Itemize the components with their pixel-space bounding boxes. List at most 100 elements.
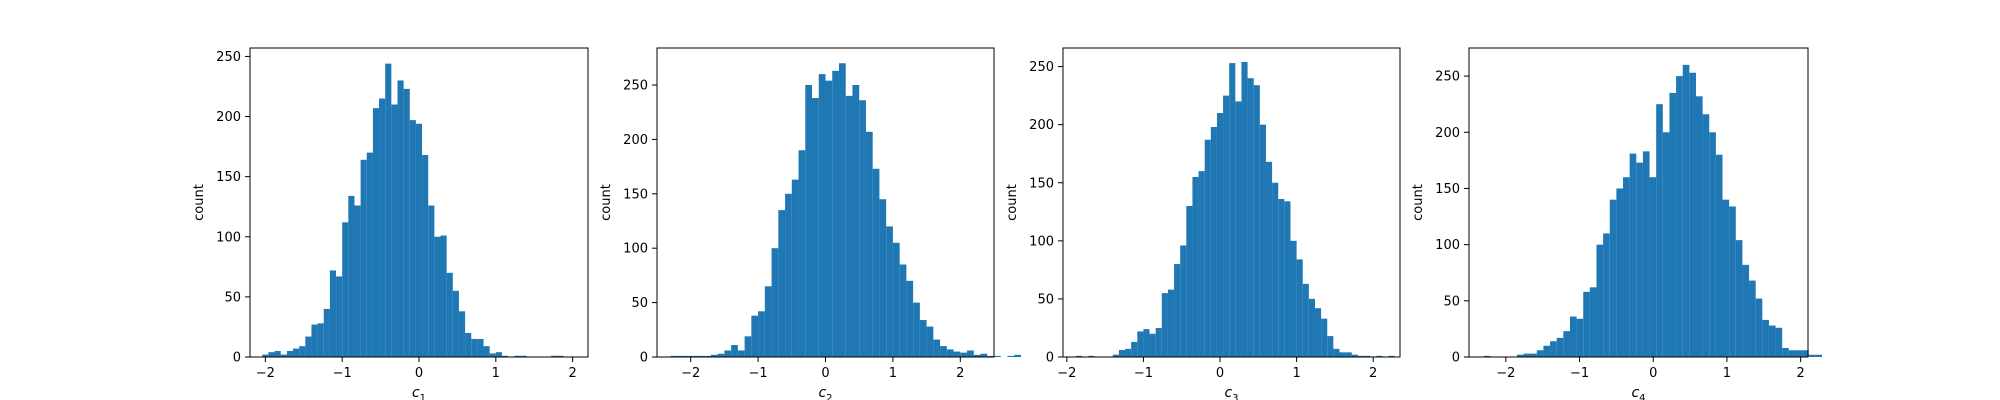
histogram-bar	[1530, 354, 1537, 357]
histogram-bar	[1736, 240, 1743, 357]
histogram-bar	[373, 108, 379, 357]
histogram-bar	[866, 132, 873, 357]
histogram-bar	[1248, 78, 1254, 357]
histogram-bar	[893, 243, 900, 357]
histogram-bar	[1150, 334, 1156, 357]
histogram-bar	[1321, 319, 1327, 357]
histogram-bar	[422, 155, 428, 357]
histogram-bar	[1696, 96, 1703, 357]
histogram-bar	[1014, 355, 1021, 357]
histogram-bar	[1663, 132, 1670, 357]
y-axis-label: count	[192, 184, 207, 221]
y-axis-label: count	[1005, 184, 1020, 221]
histogram-bar	[397, 80, 403, 357]
histogram-bar	[404, 89, 410, 357]
histogram-bar	[1769, 326, 1776, 357]
histogram-bar	[287, 351, 293, 357]
y-tick-label: 200	[216, 110, 241, 125]
histogram-bar	[1229, 63, 1235, 357]
histogram-bar	[428, 206, 434, 357]
x-tick-label: −1	[1570, 366, 1589, 381]
histogram-bar	[1254, 85, 1260, 357]
x-tick-label: 1	[492, 366, 500, 381]
histogram-bar	[758, 311, 765, 357]
histogram-bar	[1703, 114, 1710, 357]
histogram-bar	[1309, 299, 1315, 357]
histogram-bar	[1137, 331, 1143, 357]
x-tick-label: −1	[749, 366, 768, 381]
histogram-bar	[745, 336, 752, 357]
y-tick-label: 50	[631, 296, 648, 311]
x-tick-label: 1	[1723, 366, 1731, 381]
histogram-bar	[1162, 293, 1168, 357]
histogram-bar	[1630, 154, 1637, 357]
histogram-bar	[1749, 281, 1756, 357]
y-tick-label: 100	[623, 242, 648, 257]
histogram-bar	[933, 340, 940, 357]
histogram-bar	[1524, 354, 1531, 357]
histogram-bar	[879, 199, 886, 357]
histogram-bar	[785, 194, 792, 357]
histogram-bar	[416, 124, 422, 357]
histogram-bar	[484, 346, 490, 357]
histogram-bar	[1186, 206, 1192, 357]
histogram-bar	[305, 337, 311, 357]
histogram-bar	[738, 350, 745, 357]
y-tick-label: 50	[1037, 292, 1054, 307]
histogram-bar	[826, 81, 833, 357]
histogram-bar	[1683, 65, 1690, 357]
y-tick-label: 250	[216, 50, 241, 65]
y-tick-label: 50	[1443, 294, 1460, 309]
histogram-bar	[391, 105, 397, 357]
histogram-bar	[1119, 350, 1125, 357]
histogram-bar	[1211, 127, 1217, 357]
histogram-bar	[940, 346, 947, 357]
histogram-bar	[859, 100, 866, 357]
histogram-bar	[1550, 341, 1557, 357]
x-tick-label: 0	[415, 366, 423, 381]
histogram-bar	[873, 169, 880, 357]
histogram-bar	[336, 276, 342, 357]
histogram-bar	[1174, 264, 1180, 357]
histogram-bar	[1596, 245, 1603, 357]
histogram-bar	[477, 339, 483, 357]
histogram-bar	[960, 353, 967, 357]
histogram-bar	[1125, 349, 1131, 357]
histogram-bar	[1636, 163, 1643, 357]
y-tick-label: 200	[1029, 118, 1054, 133]
histogram-bar	[496, 352, 502, 357]
histogram-bar	[1742, 265, 1749, 357]
histogram-bar	[1782, 348, 1789, 357]
x-tick-label: 2	[956, 366, 964, 381]
histogram-bar	[1266, 162, 1272, 357]
histogram-bar	[1570, 317, 1577, 357]
y-tick-label: 0	[233, 351, 241, 366]
histogram-bar	[1603, 233, 1610, 357]
histogram-bar	[1729, 206, 1736, 357]
histogram-bar	[1789, 350, 1796, 357]
histogram-bar	[765, 286, 772, 357]
x-tick-label: 1	[1292, 366, 1300, 381]
histogram-bar	[947, 349, 954, 357]
histogram-bar	[852, 85, 859, 357]
histogram-bar	[994, 356, 1001, 357]
x-tick-label: 0	[821, 366, 829, 381]
histogram-bar	[268, 352, 274, 357]
y-tick-label: 150	[623, 187, 648, 202]
histogram-bar	[886, 226, 893, 357]
histogram-bar	[1795, 350, 1802, 357]
histogram-bar	[805, 85, 812, 357]
histogram-bar	[1315, 308, 1321, 357]
histogram-bar	[1217, 113, 1223, 357]
histogram-bar	[1669, 93, 1676, 357]
histogram-bar	[410, 120, 416, 357]
histogram-bar	[1143, 329, 1149, 357]
x-tick-label: 1	[889, 366, 897, 381]
histogram-bar	[1327, 336, 1333, 357]
y-tick-label: 150	[216, 170, 241, 185]
histogram-bar	[367, 153, 373, 357]
histogram-bar	[1192, 177, 1198, 357]
y-tick-label: 0	[1452, 351, 1460, 366]
histogram-bar	[1643, 151, 1650, 357]
histogram-bar	[1168, 290, 1174, 357]
